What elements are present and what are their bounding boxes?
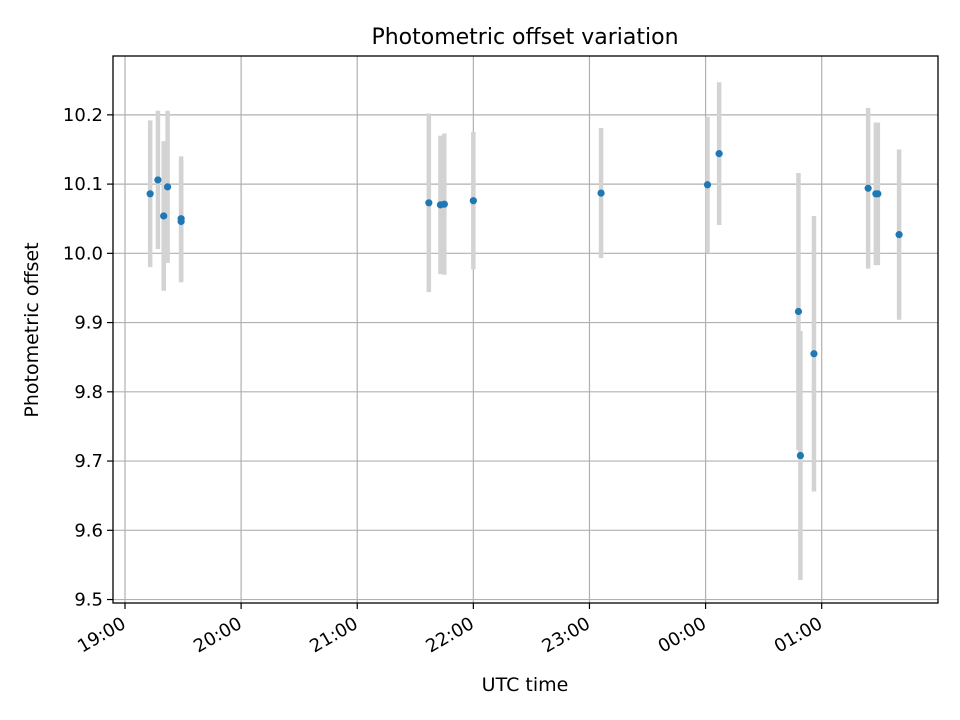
y-tick-label: 9.5 (74, 590, 103, 611)
data-point (425, 199, 433, 207)
data-point (895, 231, 903, 239)
y-tick-label: 10.1 (63, 174, 103, 195)
data-point (864, 184, 872, 192)
plot-frame (112, 55, 939, 604)
data-point (703, 181, 712, 189)
data-point (440, 200, 448, 208)
data-point (874, 190, 882, 198)
data-point (177, 217, 185, 226)
data-point (160, 212, 168, 220)
data-point (469, 197, 477, 205)
data-point (794, 307, 803, 316)
y-tick-label: 10.0 (63, 243, 103, 264)
data-point (597, 189, 605, 197)
y-tick-label: 10.2 (63, 105, 103, 126)
x-axis-label: UTC time (482, 674, 569, 696)
y-tick-label: 9.8 (74, 382, 103, 403)
data-point (163, 183, 172, 191)
data-point (146, 190, 154, 198)
y-tick-label: 9.7 (74, 451, 103, 472)
y-tick-label: 9.6 (74, 520, 103, 541)
data-point (796, 451, 805, 460)
data-points (146, 150, 903, 460)
data-point (810, 350, 818, 358)
y-axis-label: Photometric offset (21, 242, 43, 417)
data-point (715, 150, 723, 158)
y-tick-label: 9.9 (74, 313, 103, 334)
chart-title: Photometric offset variation (371, 25, 678, 50)
data-point (154, 176, 162, 184)
